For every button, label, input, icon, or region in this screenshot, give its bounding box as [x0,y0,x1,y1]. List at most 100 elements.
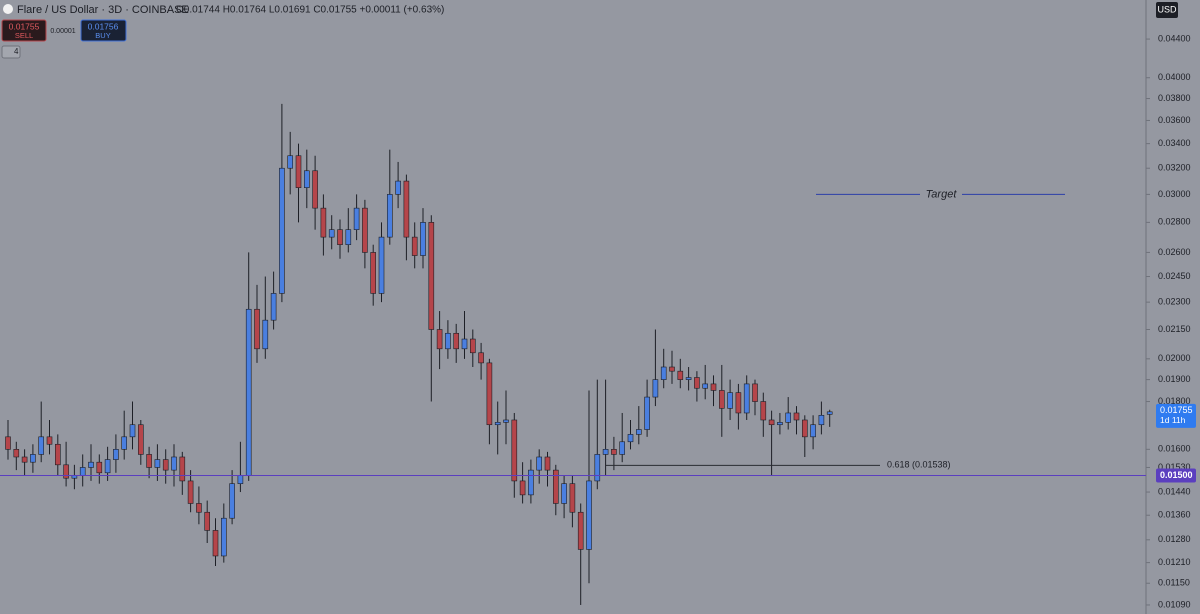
candle-body [386,194,393,238]
candle-body [104,459,111,474]
candle-body [611,449,617,455]
plot [0,103,1146,605]
buy-price[interactable]: 0.01756 [88,21,119,31]
y-tick-label: 0.01360 [1158,510,1191,520]
y-tick-label: 0.01900 [1158,374,1191,384]
y-tick-label: 0.01800 [1158,396,1191,406]
candle-body [478,352,484,364]
candle-body [63,464,69,479]
candle-body [337,229,343,245]
y-tick-label: 0.02150 [1158,324,1191,334]
candle-body [635,429,642,435]
candle-body [760,401,767,421]
candle-body [710,383,717,391]
candle-body [810,424,816,438]
candle-body [146,454,152,468]
candle-body [345,229,352,245]
candle-body [245,308,252,476]
candle-body [503,419,509,423]
candle-body [743,383,750,414]
candle-body [777,422,783,426]
candle-body [727,392,733,409]
y-tick-label: 0.03600 [1158,115,1191,125]
candle-body [279,167,285,294]
sell-button[interactable] [1,19,47,42]
y-tick-label: 0.03200 [1158,163,1191,173]
candle-body [652,379,659,398]
buy-button[interactable] [80,19,127,42]
candle-body [627,434,634,443]
sell-label[interactable]: SELL [15,31,33,40]
candle-body [5,436,11,450]
candle-body [121,436,127,450]
candle-body [21,456,28,463]
candle-body [669,366,675,372]
fib-label: 0.618 (0.01538) [887,460,951,470]
y-tick-label: 0.03800 [1158,93,1191,103]
candle-body [295,155,302,188]
quote: O0.01744 H0.01764 L0.01691 C0.01755 +0.0… [176,5,444,16]
last-price-label: 0.01755 [1160,405,1193,415]
candle-body [619,441,626,455]
y-tick-label: 0.03000 [1158,189,1191,199]
candle-body [694,377,700,389]
logo [3,4,13,14]
candle-body [13,449,20,458]
candle-body [420,222,426,256]
y-tick-label: 0.02300 [1158,297,1191,307]
candle-body [494,422,501,426]
candle-body [212,530,219,557]
candle-body [436,329,443,350]
y-tick-label: 0.01600 [1158,444,1191,454]
currency-box[interactable] [1156,2,1178,18]
candle-body [171,456,177,471]
y-tick-label: 0.01280 [1158,534,1191,544]
candle-body [370,252,377,294]
candle-body [511,419,518,482]
candle-body [88,461,94,468]
countdown: 1d 11h [1160,415,1186,425]
candle-body [469,338,476,354]
candle-body [38,436,45,455]
candle-body [411,236,418,256]
candle-body [544,456,551,471]
candle-body [403,180,410,238]
candle-body [54,443,61,466]
candle-body [129,424,136,438]
currency[interactable]: USD [1157,4,1177,14]
y-tick-label: 0.04400 [1158,33,1191,43]
candle-body [785,412,792,423]
candle-body [801,419,808,438]
candle-body [453,332,460,350]
candle-body [677,370,684,380]
candle-body [594,454,601,482]
candle-body [320,207,327,238]
interval-toggle[interactable] [1,45,21,59]
candle-body [362,207,368,253]
buy-label[interactable]: BUY [95,31,110,40]
candle-body [577,511,584,550]
candle-body [270,293,277,321]
candle-body [536,456,543,471]
candle-body [229,483,235,519]
candle-body [552,469,559,504]
candle-body [461,338,468,350]
candle-body [768,419,775,426]
horizontal-line-label: 0.01500 [1160,470,1193,480]
candle-body [303,170,310,188]
sell-price[interactable]: 0.01755 [9,21,40,31]
candle-body [328,229,335,238]
y-tick-label: 0.01210 [1158,557,1191,567]
candle-body [752,383,758,402]
y-tick-label: 0.02600 [1158,247,1191,257]
candle-body [30,454,36,463]
candle-body [586,480,592,550]
candle-body [644,396,650,430]
candle-body [735,392,742,414]
candle-body [312,170,318,209]
interval-toggle-text[interactable]: 4 [14,47,19,56]
candle-body [445,332,451,350]
candle-body [96,461,103,474]
